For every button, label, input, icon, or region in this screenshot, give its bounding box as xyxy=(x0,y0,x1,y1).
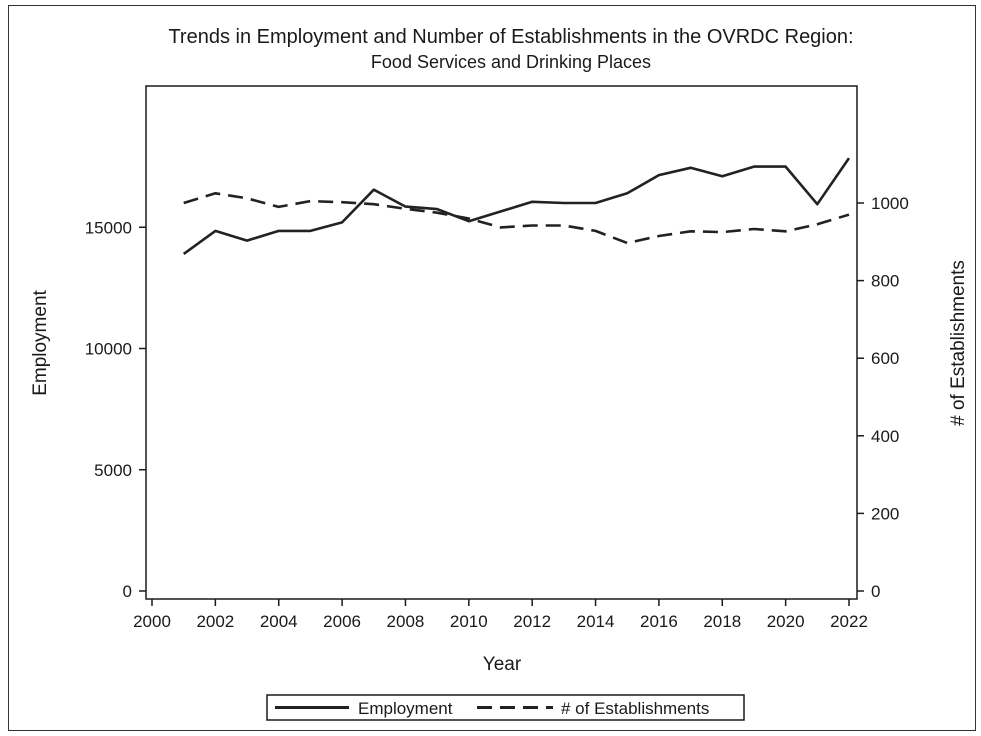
y-right-tick-label: 600 xyxy=(871,349,899,368)
y-right-tick-label: 200 xyxy=(871,504,899,523)
x-tick-label: 2000 xyxy=(133,612,171,631)
legend-label-employment: Employment xyxy=(358,699,453,718)
y-left-tick-label: 0 xyxy=(123,582,132,601)
y-right-tick-label: 800 xyxy=(871,272,899,291)
x-tick-label: 2022 xyxy=(830,612,868,631)
y-left-tick-label: 10000 xyxy=(85,340,132,359)
chart-svg: Trends in Employment and Number of Estab… xyxy=(30,26,969,721)
series-line-establishments xyxy=(183,192,850,245)
y-left-tick-label: 15000 xyxy=(85,218,132,237)
legend-box xyxy=(266,694,745,721)
legend: Employment # of Establishments xyxy=(266,694,745,721)
x-tick-label: 2008 xyxy=(387,612,425,631)
x-tick-label: 2016 xyxy=(640,612,678,631)
x-tick-label: 2002 xyxy=(196,612,234,631)
x-axis-ticks: 2000 2002 2004 2006 2008 2010 2012 2014 2016 2018… xyxy=(133,599,868,631)
chart-subtitle: Food Services and Drinking Places xyxy=(371,52,651,72)
legend-label-establishments: # of Establishments xyxy=(561,699,709,718)
x-tick-label: 2020 xyxy=(767,612,805,631)
y-right-tick-label: 1000 xyxy=(871,194,909,213)
y-right-axis-label: # of Establishments xyxy=(948,260,969,426)
series-lines xyxy=(182,157,851,255)
y-right-axis-ticks: 0 200 400 600 800 1000 xyxy=(857,194,909,601)
chart-title: Trends in Employment and Number of Estab… xyxy=(168,26,853,48)
x-tick-label: 2010 xyxy=(450,612,488,631)
x-tick-label: 2014 xyxy=(577,612,615,631)
y-right-tick-label: 400 xyxy=(871,427,899,446)
series-line-employment xyxy=(182,157,851,255)
y-left-tick-label: 5000 xyxy=(94,461,132,480)
y-right-tick-label: 0 xyxy=(871,582,880,601)
y-left-axis-label: Employment xyxy=(30,289,51,395)
x-tick-label: 2006 xyxy=(323,612,361,631)
x-tick-label: 2012 xyxy=(513,612,551,631)
chart-frame: Trends in Employment and Number of Estab… xyxy=(8,5,976,731)
y-left-axis-ticks: 0 5000 10000 15000 xyxy=(85,218,146,601)
plot-area xyxy=(145,85,858,600)
x-axis-label: Year xyxy=(483,654,522,675)
x-tick-label: 2018 xyxy=(703,612,741,631)
x-tick-label: 2004 xyxy=(260,612,298,631)
